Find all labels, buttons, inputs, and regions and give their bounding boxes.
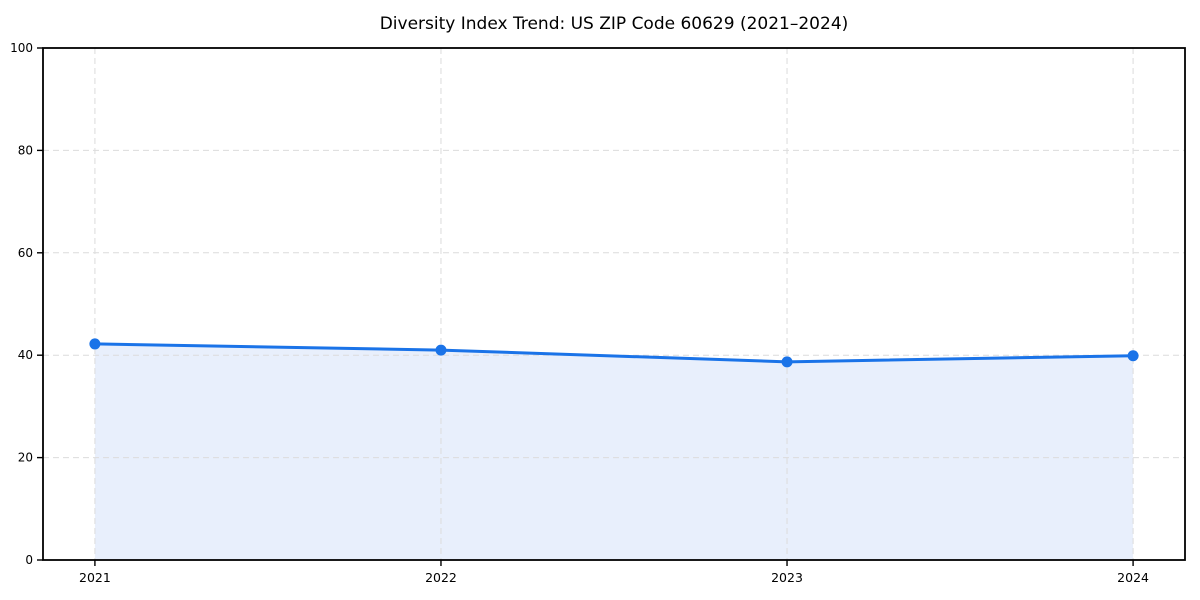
y-tick-label-0: 0 <box>25 553 33 567</box>
y-tick-label-80: 80 <box>18 143 33 157</box>
y-tick-label-40: 40 <box>18 348 33 362</box>
y-tick-label-20: 20 <box>18 451 33 465</box>
area-fill <box>94 343 1134 560</box>
chart-title: Diversity Index Trend: US ZIP Code 60629… <box>379 14 849 34</box>
data-point-2021 <box>89 338 101 350</box>
y-tick-label-60: 60 <box>18 246 33 260</box>
y-tick-label-100: 100 <box>10 41 33 55</box>
data-point-2024 <box>1127 350 1139 362</box>
plot-spines <box>42 47 1186 561</box>
x-tick-label-2024: 2024 <box>1117 570 1149 585</box>
data-point-2023 <box>781 356 793 368</box>
x-tick-label-2022: 2022 <box>425 570 457 585</box>
data-point-2022 <box>435 344 447 356</box>
x-tick-label-2023: 2023 <box>771 570 803 585</box>
trend-line <box>93 342 1135 364</box>
x-tick-label-2021: 2021 <box>79 570 111 585</box>
